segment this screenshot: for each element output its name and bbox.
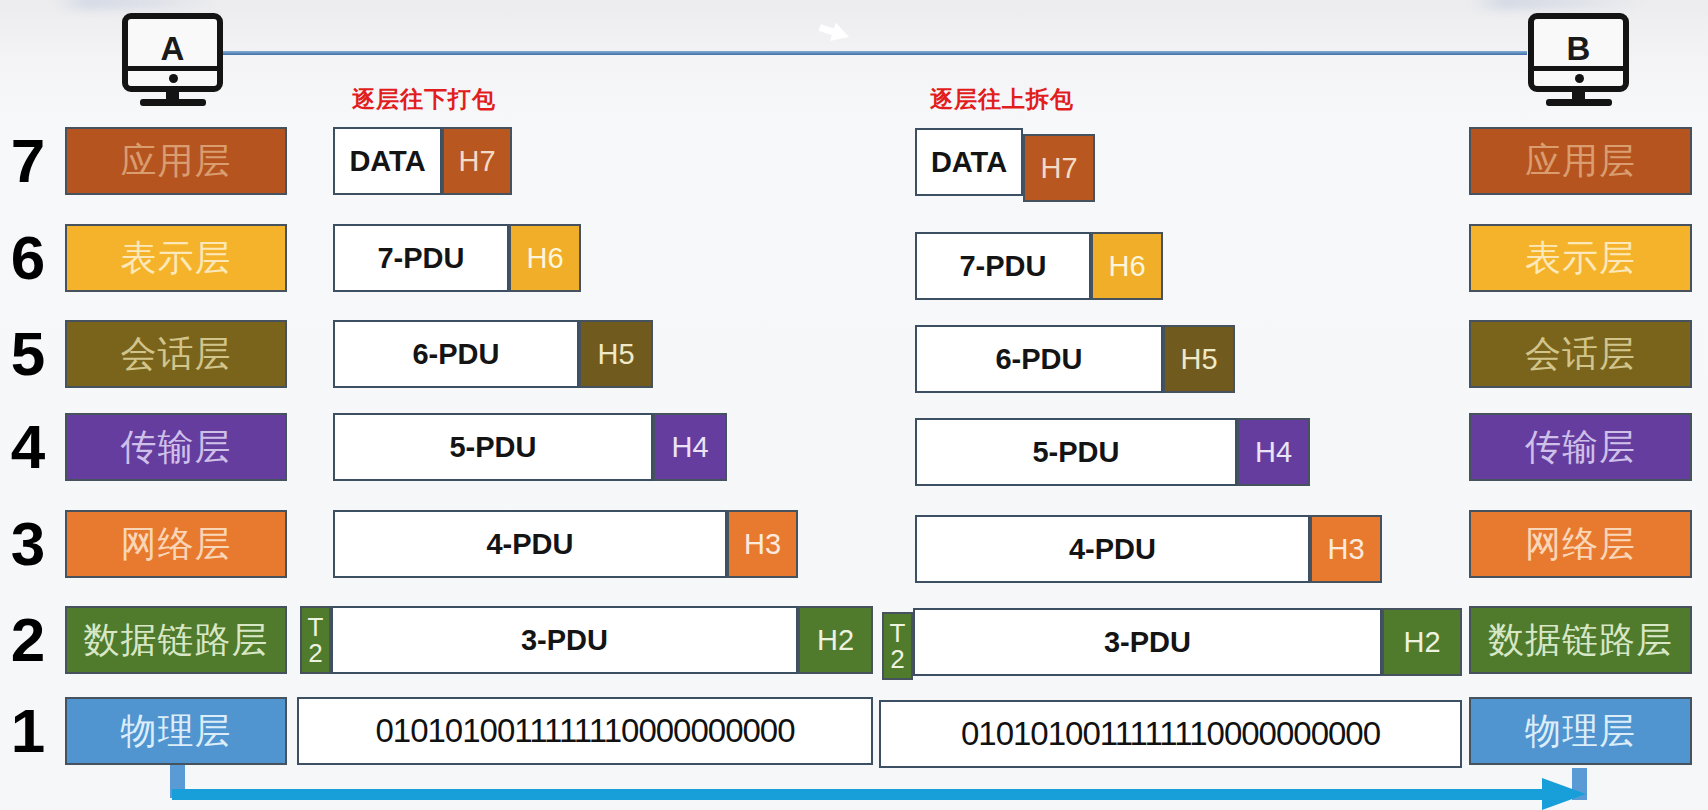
layer-number-1: 1 (2, 697, 54, 765)
osi-encapsulation-diagram: A B 逐层往下打包 逐层往上拆包 7 6 5 4 3 2 1 应用层 表示层 … (0, 0, 1708, 810)
header-left-h6: H6 (509, 224, 581, 292)
layer-box-right-physical: 物理层 (1469, 697, 1692, 765)
layer-box-right-application: 应用层 (1469, 127, 1692, 195)
computer-a-base (140, 99, 206, 106)
pdu-left-5: 6-PDU (333, 320, 579, 388)
pack-down-label: 逐层往下打包 (352, 84, 496, 115)
layer-box-left-network: 网络层 (65, 510, 287, 578)
header-left-h7: H7 (442, 127, 512, 195)
computer-b-label: B (1534, 19, 1623, 68)
header-left-h3: H3 (727, 510, 798, 578)
transmit-arrow-icon (818, 22, 858, 50)
header-right-h6: H6 (1091, 232, 1163, 300)
computer-a-bar (128, 66, 217, 86)
trailer-right-t2-bottom: 2 (890, 646, 904, 672)
header-left-h5: H5 (579, 320, 653, 388)
layer-box-left-transport: 传输层 (65, 413, 287, 481)
layer-number-4: 4 (2, 413, 54, 481)
layer-number-7: 7 (2, 127, 54, 195)
layer-number-5: 5 (2, 320, 54, 388)
header-left-h2: H2 (798, 606, 873, 674)
layer-number-3: 3 (2, 510, 54, 578)
bitstream-right: 0101010011111110000000000 (879, 700, 1462, 768)
trailer-right-t2: T 2 (882, 612, 913, 680)
computer-a: A (122, 13, 223, 92)
computer-b: B (1528, 13, 1629, 92)
pdu-left-2: 3-PDU (331, 606, 798, 674)
trailer-left-t2-top: T (308, 614, 324, 640)
layer-box-left-session: 会话层 (65, 320, 287, 388)
trailer-left-t2-bottom: 2 (308, 640, 322, 666)
layer-box-left-presentation: 表示层 (65, 224, 287, 292)
pdu-right-7-data: DATA (915, 128, 1023, 196)
layer-box-right-datalink: 数据链路层 (1469, 606, 1692, 674)
physical-medium-line (172, 789, 1544, 800)
link-line-top (223, 51, 1527, 55)
header-right-h2: H2 (1382, 608, 1462, 676)
pdu-right-5: 6-PDU (915, 325, 1163, 393)
computer-b-camera-dot (1575, 74, 1584, 83)
header-right-h3: H3 (1310, 515, 1382, 583)
bitstream-left: 0101010011111110000000000 (297, 697, 873, 765)
layer-box-right-presentation: 表示层 (1469, 224, 1692, 292)
computer-b-base (1546, 99, 1612, 106)
layer-box-right-session: 会话层 (1469, 320, 1692, 388)
layer-box-left-application: 应用层 (65, 127, 287, 195)
layer-box-right-transport: 传输层 (1469, 413, 1692, 481)
trailer-left-t2: T 2 (300, 606, 331, 674)
layer-number-6: 6 (2, 224, 54, 292)
watermark-smudge-topright (1470, 0, 1640, 10)
pdu-right-2: 3-PDU (913, 608, 1382, 676)
unpack-up-label: 逐层往上拆包 (930, 84, 1074, 115)
computer-b-bar (1534, 66, 1623, 86)
pdu-left-6: 7-PDU (333, 224, 509, 292)
pdu-right-4: 5-PDU (915, 418, 1237, 486)
header-right-h4: H4 (1237, 418, 1310, 486)
pdu-right-6: 7-PDU (915, 232, 1091, 300)
header-right-h7: H7 (1023, 134, 1095, 202)
header-left-h4: H4 (653, 413, 727, 481)
pdu-left-3: 4-PDU (333, 510, 727, 578)
layer-box-left-physical: 物理层 (65, 697, 287, 765)
watermark-smudge-topleft (55, 0, 215, 10)
pdu-left-7-data: DATA (333, 127, 442, 195)
trailer-right-t2-top: T (890, 620, 906, 646)
physical-medium-arrowhead (1542, 778, 1586, 810)
computer-a-label: A (128, 19, 217, 68)
computer-a-camera-dot (169, 74, 178, 83)
layer-number-2: 2 (2, 606, 54, 674)
layer-box-left-datalink: 数据链路层 (65, 606, 287, 674)
header-right-h5: H5 (1163, 325, 1235, 393)
pdu-right-3: 4-PDU (915, 515, 1310, 583)
layer-box-right-network: 网络层 (1469, 510, 1692, 578)
pdu-left-4: 5-PDU (333, 413, 653, 481)
